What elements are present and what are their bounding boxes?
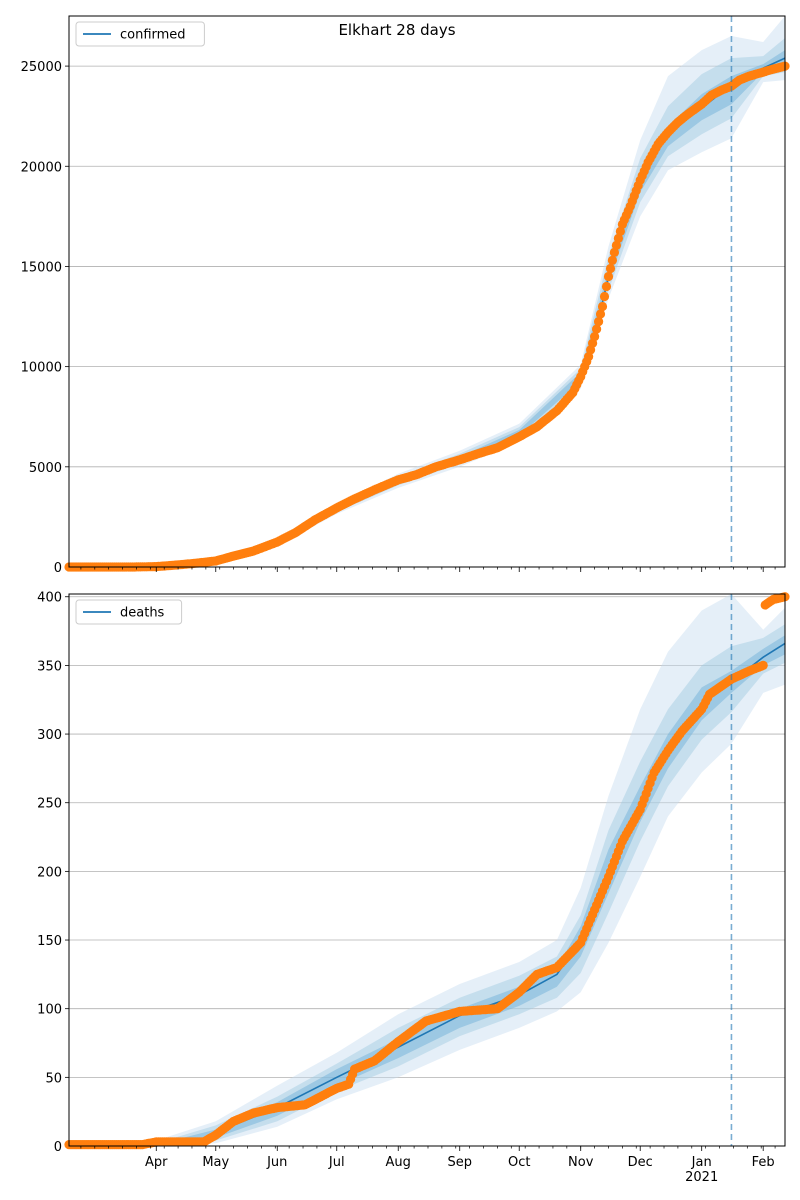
observed-point [594, 317, 604, 327]
x-tick-label: Apr [145, 1155, 168, 1170]
observed-point [595, 309, 606, 319]
observed-point [592, 324, 602, 334]
observed-point [611, 240, 622, 250]
observed-point [607, 255, 618, 265]
x-tick-label: Nov [568, 1155, 594, 1170]
uncertainty-band [69, 16, 785, 567]
x-tick-label: Aug [386, 1155, 411, 1170]
x-tick-label: Sep [447, 1155, 472, 1170]
uncertainty-band [69, 624, 785, 1146]
y-tick-label: 200 [37, 865, 62, 880]
legend-box [75, 599, 183, 625]
observed-point [599, 291, 610, 302]
observed-point [615, 226, 626, 236]
axes-frame [68, 15, 786, 568]
y-tick-label: 20000 [21, 160, 62, 175]
observed-point [605, 263, 616, 274]
observed-point [758, 660, 768, 671]
x-tick-label: Jun [266, 1155, 287, 1170]
legend-label: deaths [120, 606, 165, 621]
confirmed-panel: 0 5000 10000 15000 20000 25000 confirmed [21, 15, 790, 576]
observed-point [609, 247, 620, 257]
x-tick-label: Jan [691, 1155, 712, 1170]
y-tick-label: 5000 [29, 461, 62, 476]
deaths-panel: 0 50 100 150 200 250 300 350 400 Apr May Jun Jul Aug S… [37, 591, 790, 1185]
observed-point [601, 281, 612, 292]
axes-frame [68, 593, 786, 1147]
y-tick-label: 15000 [21, 260, 62, 275]
x-tick-label: 2021 [685, 1170, 718, 1185]
y-tick-label: 0 [54, 561, 62, 576]
y-tick-label: 350 [37, 659, 62, 674]
observed-point [613, 233, 624, 243]
y-tick-label: 100 [37, 1003, 62, 1018]
legend-box [75, 21, 205, 47]
y-tick-label: 50 [45, 1071, 62, 1086]
x-tick-label: Dec [628, 1155, 653, 1170]
x-tick-label: May [202, 1155, 229, 1170]
x-tick-label: Oct [508, 1155, 530, 1170]
observed-point [597, 301, 608, 312]
x-tick-label: Feb [752, 1155, 775, 1170]
uncertainty-band [69, 50, 785, 568]
y-tick-label: 300 [37, 728, 62, 743]
y-tick-label: 0 [54, 1140, 62, 1155]
observed-point [603, 271, 614, 282]
y-tick-label: 250 [37, 797, 62, 812]
y-tick-label: 10000 [21, 361, 62, 376]
x-tick-label: Jul [328, 1155, 345, 1170]
chart-title: Elkhart 28 days [338, 21, 456, 39]
y-tick-label: 400 [37, 591, 62, 606]
y-tick-label: 150 [37, 934, 62, 949]
observed-point [590, 332, 600, 342]
legend-label: confirmed [120, 28, 186, 43]
uncertainty-band [69, 594, 785, 1146]
y-tick-label: 25000 [21, 60, 62, 75]
